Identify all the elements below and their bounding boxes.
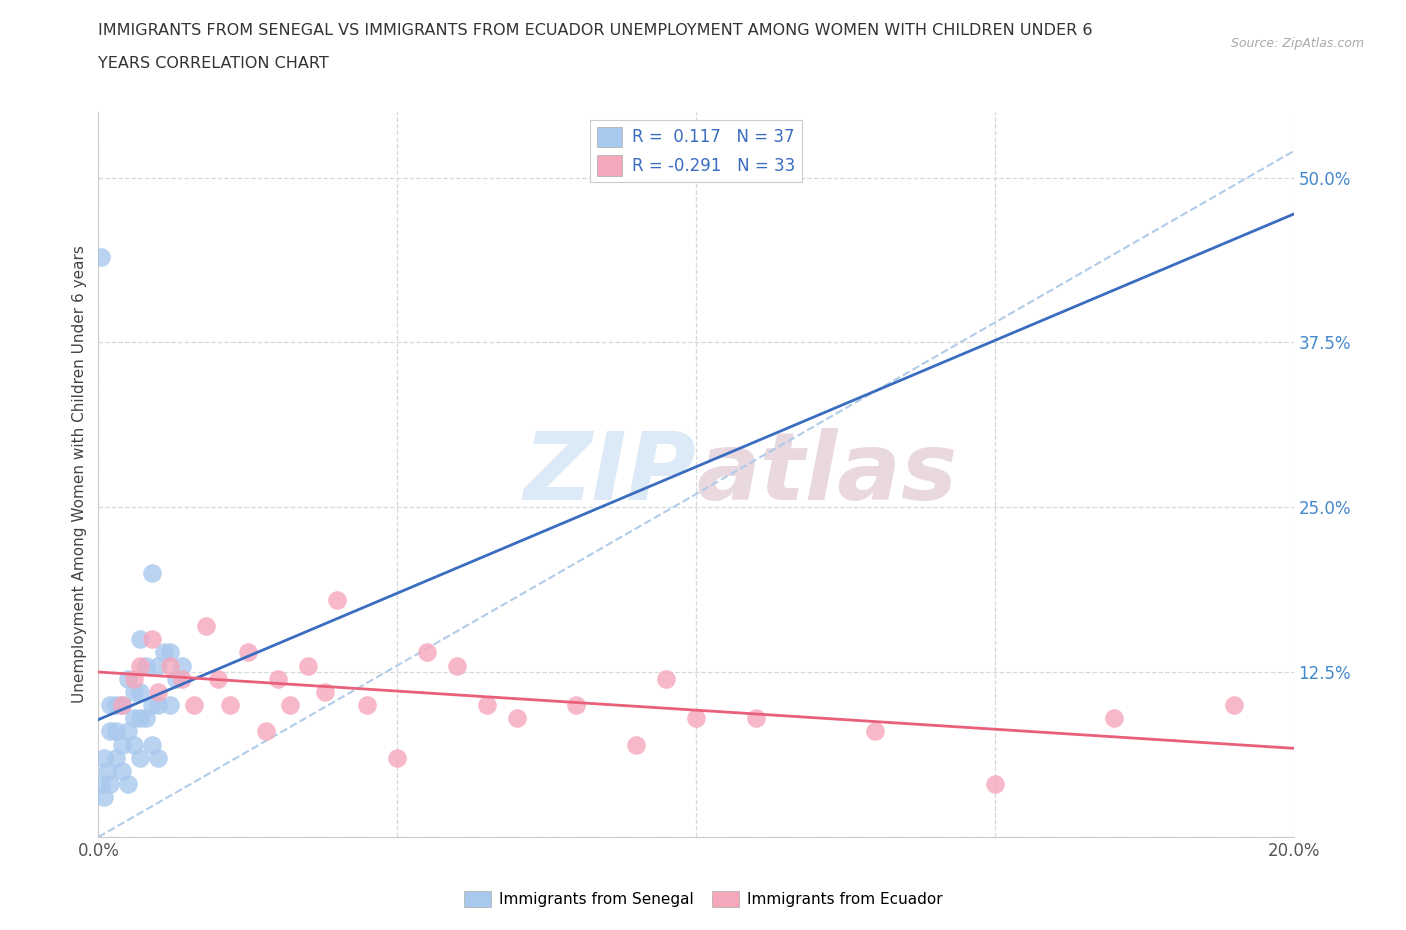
Point xyxy=(326,592,349,607)
Point xyxy=(172,671,194,686)
Point xyxy=(219,698,242,712)
Point xyxy=(475,698,498,712)
Point xyxy=(105,724,128,739)
Point xyxy=(626,737,648,752)
Point xyxy=(165,671,187,686)
Point xyxy=(385,751,409,765)
Point xyxy=(105,751,128,765)
Point xyxy=(135,658,157,673)
Point xyxy=(141,698,163,712)
Point xyxy=(105,698,128,712)
Point xyxy=(254,724,277,739)
Point xyxy=(207,671,229,686)
Point xyxy=(124,711,146,725)
Point xyxy=(124,737,146,752)
Point xyxy=(93,790,115,804)
Point xyxy=(297,658,319,673)
Point xyxy=(98,777,122,791)
Point xyxy=(90,777,112,791)
Point xyxy=(278,698,301,712)
Point xyxy=(111,764,134,778)
Text: Source: ZipAtlas.com: Source: ZipAtlas.com xyxy=(1230,37,1364,50)
Point xyxy=(124,684,146,699)
Point xyxy=(124,671,146,686)
Point xyxy=(356,698,378,712)
Point xyxy=(1223,698,1246,712)
Point xyxy=(90,249,112,264)
Point xyxy=(148,751,170,765)
Point xyxy=(446,658,468,673)
Legend: Immigrants from Senegal, Immigrants from Ecuador: Immigrants from Senegal, Immigrants from… xyxy=(457,884,949,913)
Text: YEARS CORRELATION CHART: YEARS CORRELATION CHART xyxy=(98,56,329,71)
Point xyxy=(183,698,205,712)
Point xyxy=(172,658,194,673)
Point xyxy=(96,764,118,778)
Point xyxy=(315,684,337,699)
Point xyxy=(195,618,218,633)
Text: ZIP: ZIP xyxy=(523,429,696,520)
Point xyxy=(117,777,139,791)
Point xyxy=(111,698,134,712)
Point xyxy=(565,698,588,712)
Y-axis label: Unemployment Among Women with Children Under 6 years: Unemployment Among Women with Children U… xyxy=(72,246,87,703)
Point xyxy=(148,684,170,699)
Point xyxy=(117,724,139,739)
Legend: R =  0.117   N = 37, R = -0.291   N = 33: R = 0.117 N = 37, R = -0.291 N = 33 xyxy=(591,120,801,182)
Point xyxy=(98,698,122,712)
Point xyxy=(148,698,170,712)
Point xyxy=(159,658,181,673)
Point xyxy=(159,698,181,712)
Point xyxy=(111,737,134,752)
Point xyxy=(159,644,181,659)
Text: IMMIGRANTS FROM SENEGAL VS IMMIGRANTS FROM ECUADOR UNEMPLOYMENT AMONG WOMEN WITH: IMMIGRANTS FROM SENEGAL VS IMMIGRANTS FR… xyxy=(98,23,1092,38)
Point xyxy=(267,671,290,686)
Point xyxy=(984,777,1007,791)
Point xyxy=(865,724,887,739)
Point xyxy=(153,644,176,659)
Point xyxy=(111,698,134,712)
Point xyxy=(141,631,163,646)
Point xyxy=(129,658,152,673)
Point xyxy=(685,711,707,725)
Point xyxy=(236,644,259,659)
Point xyxy=(129,751,152,765)
Point xyxy=(745,711,768,725)
Point xyxy=(148,658,170,673)
Point xyxy=(655,671,678,686)
Text: atlas: atlas xyxy=(696,429,957,520)
Point xyxy=(129,631,152,646)
Point xyxy=(98,724,122,739)
Point xyxy=(135,711,157,725)
Point xyxy=(416,644,439,659)
Point xyxy=(141,565,163,580)
Point xyxy=(129,684,152,699)
Point xyxy=(117,671,139,686)
Point xyxy=(129,711,152,725)
Point xyxy=(141,737,163,752)
Point xyxy=(1104,711,1126,725)
Point xyxy=(93,751,115,765)
Point xyxy=(506,711,529,725)
